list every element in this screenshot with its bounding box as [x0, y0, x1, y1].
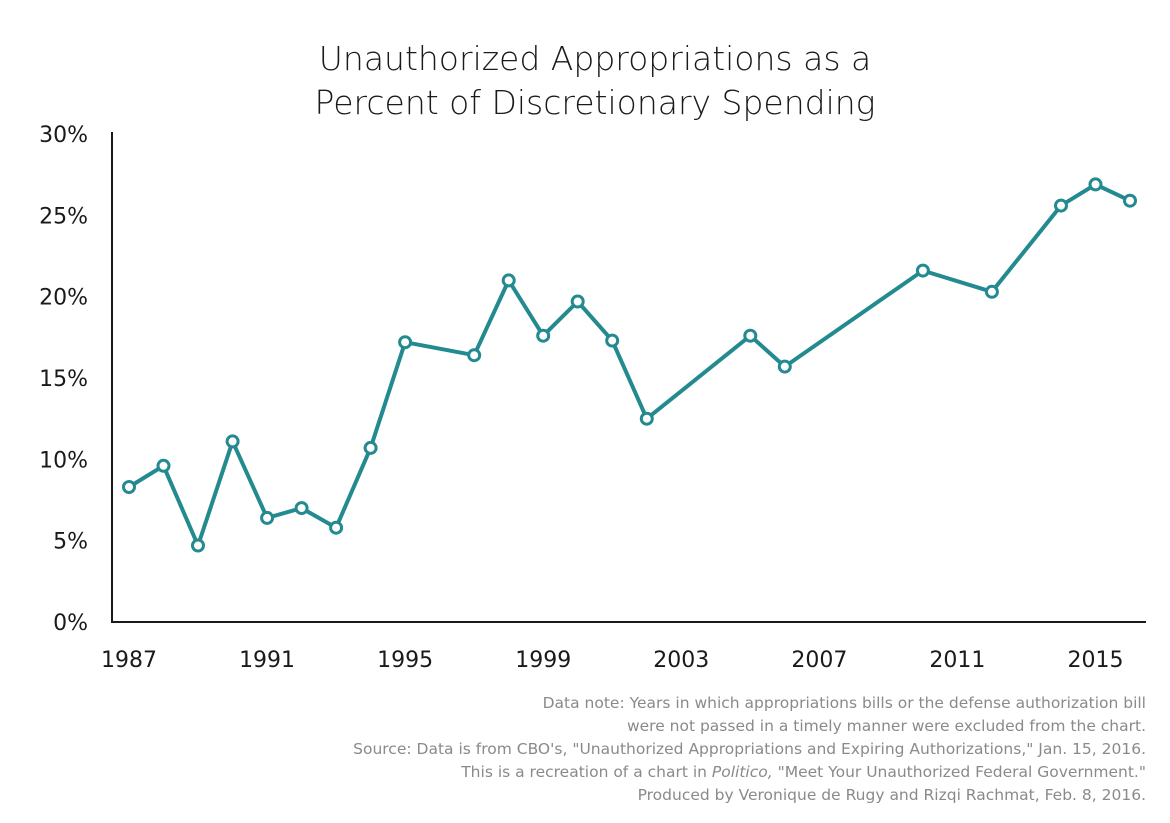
- y-tick-label: 0%: [53, 611, 88, 636]
- y-tick-label: 10%: [39, 448, 88, 473]
- y-tick-labels: 0% 5% 10% 15% 20% 25% 30%: [39, 123, 88, 636]
- chart-title-line-1: Unauthorized Appropriations as a: [319, 39, 871, 78]
- data-point-2014: [1054, 198, 1068, 213]
- data-point-2010: [915, 263, 930, 278]
- data-point-2002: [639, 411, 654, 426]
- x-tick-label: 2015: [1067, 648, 1123, 673]
- x-tick-label: 1987: [101, 648, 157, 673]
- data-point-1990: [225, 434, 240, 449]
- data-point-2001: [605, 333, 620, 348]
- y-tick-label: 25%: [39, 204, 88, 229]
- chart-title-line-2: Percent of Discretionary Spending: [315, 83, 876, 122]
- y-tick-label: 15%: [39, 367, 88, 392]
- data-point-2005: [743, 328, 758, 343]
- x-tick-labels: 1987 1991 1995 1999 2003 2007 2011 2015: [101, 648, 1123, 673]
- series-line: [127, 182, 1131, 548]
- recreation-note-prefix: This is a recreation of a chart in: [460, 763, 712, 781]
- x-tick-label: 1999: [515, 648, 571, 673]
- data-point-1992: [294, 501, 309, 516]
- data-note-line-1: Data note: Years in which appropriations…: [543, 694, 1146, 712]
- data-point-1993: [329, 520, 344, 535]
- x-tick-label: 1991: [239, 648, 295, 673]
- data-point-1995: [398, 335, 413, 350]
- y-tick-label: 30%: [39, 123, 88, 148]
- data-point-2006: [777, 359, 792, 374]
- data-point-1988: [156, 458, 171, 473]
- recreation-note: This is a recreation of a chart in Polit…: [460, 763, 1146, 781]
- x-tick-label: 2007: [791, 648, 847, 673]
- data-point-1998: [501, 273, 516, 288]
- data-note-line-2: were not passed in a timely manner were …: [627, 717, 1146, 735]
- data-point-1994: [363, 440, 378, 455]
- y-tick-label: 20%: [39, 286, 88, 311]
- data-point-1991: [260, 510, 275, 525]
- recreation-note-suffix: "Meet Your Unauthorized Federal Governme…: [773, 763, 1146, 781]
- data-point-2015: [1088, 177, 1103, 192]
- data-point-1999: [536, 328, 551, 343]
- source-note: Source: Data is from CBO's, "Unauthorize…: [353, 740, 1146, 758]
- y-tick-label: 5%: [53, 530, 88, 555]
- data-point-2016: [1123, 193, 1137, 208]
- recreation-note-publication: Politico,: [712, 763, 773, 781]
- data-point-1987: [122, 480, 136, 494]
- data-points: [122, 177, 1137, 553]
- data-point-2012: [984, 284, 999, 299]
- x-tick-label: 1995: [377, 648, 433, 673]
- x-tick-label: 2011: [929, 648, 985, 673]
- data-point-1997: [467, 348, 482, 363]
- x-tick-label: 2003: [653, 648, 709, 673]
- data-point-1989: [191, 538, 205, 553]
- credits-note: Produced by Veronique de Rugy and Rizqi …: [638, 786, 1146, 804]
- data-point-2000: [570, 294, 585, 309]
